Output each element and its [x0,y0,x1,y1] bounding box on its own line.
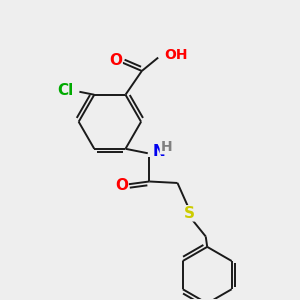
Text: O: O [109,53,122,68]
Text: Cl: Cl [57,83,74,98]
Text: O: O [115,178,128,194]
Text: N: N [152,144,165,159]
Text: S: S [184,206,195,221]
Text: H: H [160,140,172,154]
Text: OH: OH [164,48,188,62]
